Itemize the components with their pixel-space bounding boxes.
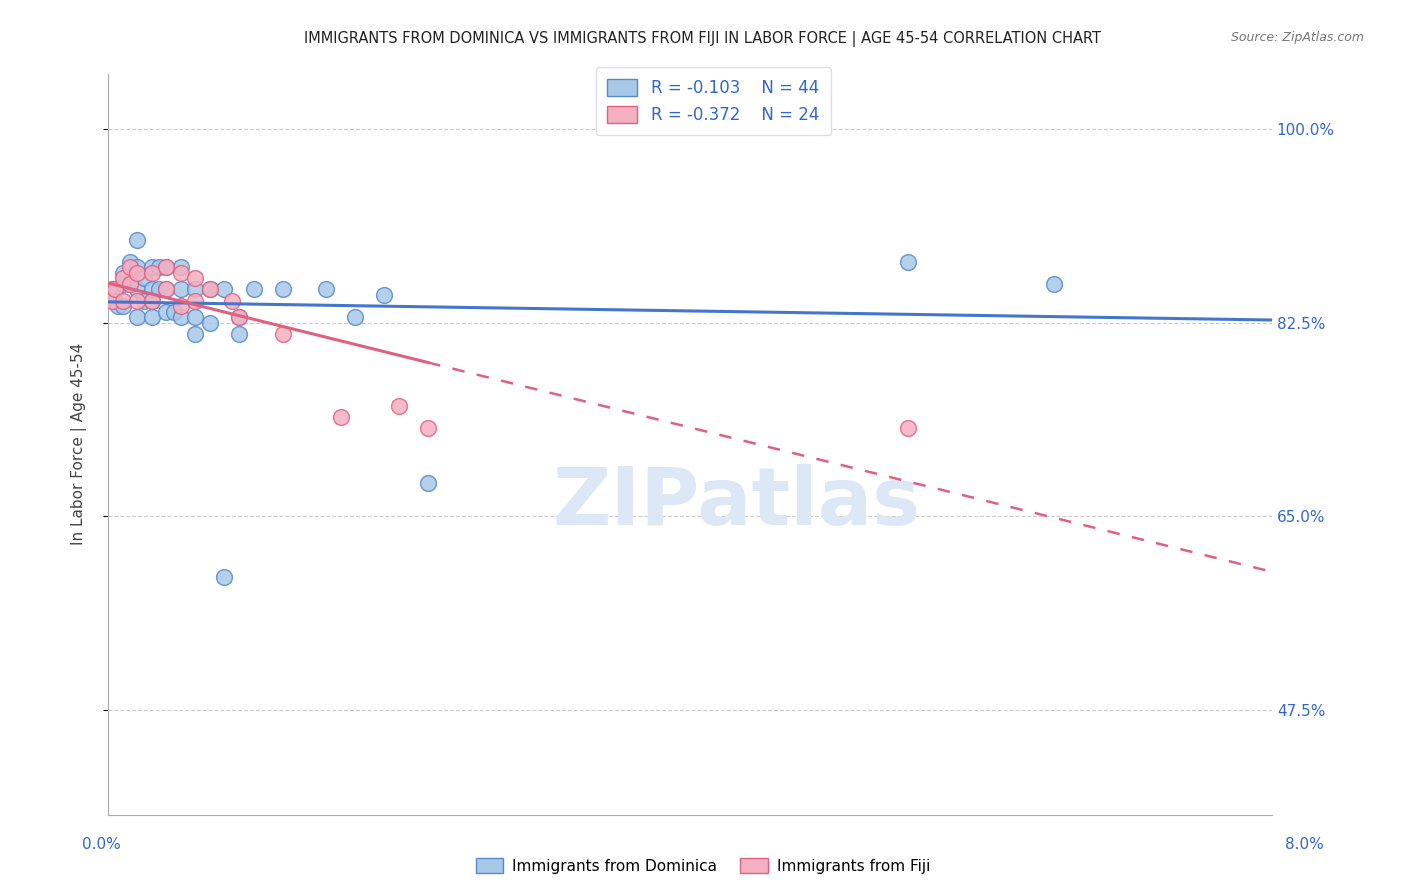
Point [184,283,207,297]
Point [111,299,134,313]
Point [111,293,134,308]
Point [228,310,250,325]
Legend: R = -0.103    N = 44, R = -0.372    N = 24: R = -0.103 N = 44, R = -0.372 N = 24 [596,68,831,136]
Point [184,271,207,285]
Point [127,293,149,308]
Point [897,420,920,434]
Point [104,283,127,297]
Point [127,283,149,297]
Point [184,293,207,308]
Point [214,283,236,297]
Point [141,266,163,280]
Point [127,310,149,325]
Point [416,475,439,490]
Point [107,299,129,313]
Point [148,260,170,275]
Point [198,283,221,297]
Point [897,255,920,269]
Point [134,271,156,285]
Point [228,326,250,341]
Point [198,316,221,330]
Point [388,399,411,413]
Text: IMMIGRANTS FROM DOMINICA VS IMMIGRANTS FROM FIJI IN LABOR FORCE | AGE 45-54 CORR: IMMIGRANTS FROM DOMINICA VS IMMIGRANTS F… [305,31,1101,47]
Point [118,255,141,269]
Point [315,283,337,297]
Point [198,283,221,297]
Point [242,283,264,297]
Point [127,266,149,280]
Y-axis label: In Labor Force | Age 45-54: In Labor Force | Age 45-54 [72,343,87,545]
Point [141,283,163,297]
Point [228,310,250,325]
Point [170,266,193,280]
Point [170,310,193,325]
Point [127,233,149,247]
Point [148,283,170,297]
Point [170,260,193,275]
Point [111,266,134,280]
Point [155,260,177,275]
Point [134,293,156,308]
Legend: Immigrants from Dominica, Immigrants from Fiji: Immigrants from Dominica, Immigrants fro… [470,852,936,880]
Point [118,277,141,291]
Point [155,283,177,297]
Point [373,288,395,302]
Point [271,326,294,341]
Point [101,293,124,308]
Text: ZIPatlas: ZIPatlas [553,465,921,542]
Point [184,310,207,325]
Point [104,293,127,308]
Point [162,304,184,318]
Text: 8.0%: 8.0% [1285,838,1324,852]
Point [344,310,367,325]
Point [221,293,243,308]
Point [141,293,163,308]
Point [184,326,207,341]
Point [141,310,163,325]
Point [118,277,141,291]
Point [155,304,177,318]
Point [170,299,193,313]
Point [141,293,163,308]
Point [416,420,439,434]
Point [111,277,134,291]
Text: 0.0%: 0.0% [82,838,121,852]
Point [155,283,177,297]
Point [111,271,134,285]
Point [101,283,124,297]
Point [141,260,163,275]
Text: Source: ZipAtlas.com: Source: ZipAtlas.com [1230,31,1364,45]
Point [155,260,177,275]
Point [127,260,149,275]
Point [329,409,352,424]
Point [170,283,193,297]
Point [118,260,141,275]
Point [1042,277,1064,291]
Point [271,283,294,297]
Point [214,570,236,584]
